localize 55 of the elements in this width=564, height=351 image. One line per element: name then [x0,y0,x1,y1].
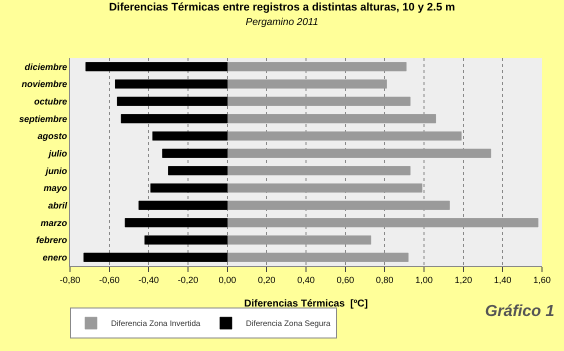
bar [138,200,228,210]
bar [227,62,407,72]
x-tick-label: 1,60 [533,274,551,285]
y-tick-label: junio [44,166,68,176]
bar [84,252,228,262]
bar [227,200,450,210]
y-tick-label: febrero [36,235,68,246]
chart-subtitle: Pergamino 2011 [246,16,318,28]
legend-label: Diferencia Zona Segura [246,319,331,328]
y-tick-label: marzo [40,218,68,228]
x-tick-label: -0,80 [60,274,80,285]
x-tick-label: 1,20 [454,274,472,285]
bar [227,79,387,89]
bar [227,96,410,106]
x-axis-title: Diferencias Térmicas [ºC] [244,298,368,310]
bar [114,79,228,89]
x-tick-label: 0,60 [336,274,354,285]
x-tick-label: 0,20 [258,274,276,285]
x-tick-label: 1,40 [494,274,512,285]
y-tick-label: abril [48,200,68,210]
y-tick-label: septiembre [19,114,68,124]
y-tick-label: diciembre [24,62,68,72]
bar [168,166,228,176]
y-tick-label: mayo [44,183,68,194]
y-tick-label: agosto [38,131,68,142]
bar [227,131,462,141]
bar [227,183,422,193]
bar [227,218,538,228]
bar [85,62,228,72]
text: Gráfico 1 [485,303,554,320]
bar [227,252,409,262]
bar [124,218,228,228]
bar [227,148,492,158]
x-tick-label: 0,00 [218,274,236,285]
x-tick-label: 0,40 [297,274,315,285]
y-tick-label: julio [48,148,68,158]
bar [227,166,410,176]
bar [227,235,372,245]
x-tick-label: 0,80 [376,274,394,285]
x-tick-label: -0,20 [178,274,198,285]
bar [150,183,228,193]
bar [162,148,228,158]
y-tick-label: enero [42,252,68,262]
x-tick-label: -0,60 [99,274,120,285]
chart-title: Diferencias Térmicas entre registros a distintas alturas, 10 y 2.5 m [108,2,456,14]
bar [116,96,228,106]
x-tick-label: 1,00 [415,274,433,285]
bar [152,131,228,141]
x-tick-label: -0,40 [138,274,159,285]
bar [144,235,228,245]
bar [120,114,228,124]
y-tick-label: octubre [34,96,68,106]
legend-label: Diferencia Zona Invertida [111,319,201,328]
bar [227,114,436,124]
y-tick-label: noviembre [22,79,68,90]
